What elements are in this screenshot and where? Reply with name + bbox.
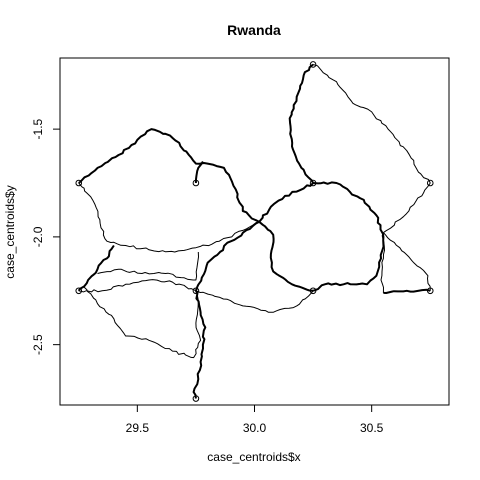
boundary-line-8 — [194, 220, 260, 292]
plot-frame — [59, 57, 450, 406]
boundary-line-2 — [194, 160, 204, 184]
centroid-point-1 — [192, 179, 200, 187]
boundary-line-4 — [97, 251, 199, 281]
boundary-line-16 — [383, 232, 431, 291]
y-tick-label-2: -2.5 — [31, 334, 45, 355]
boundary-line-12 — [312, 181, 385, 292]
boundary-line-6 — [83, 286, 202, 359]
y-axis-label: case_centroids$y — [3, 185, 17, 278]
boundary-line-0 — [78, 128, 260, 223]
centroid-point-3 — [309, 179, 317, 187]
boundary-line-17 — [380, 232, 385, 293]
centroid-point-9 — [192, 395, 200, 402]
y-tick-label-0: -1.5 — [31, 118, 45, 139]
x-axis-label: case_centroids$x — [207, 450, 300, 464]
boundary-line-14 — [312, 64, 431, 184]
boundary-line-10 — [258, 182, 314, 223]
boundary-line-1 — [78, 182, 260, 253]
x-tick-label-0: 29.5 — [126, 421, 150, 435]
boundary-lines — [77, 63, 431, 399]
centroid-point-2 — [309, 61, 317, 68]
boundary-line-15 — [383, 182, 431, 234]
x-tick-label-2: 30.5 — [360, 421, 384, 435]
centroid-point-6 — [192, 287, 200, 295]
y-tick-label-1: -2.0 — [31, 226, 45, 247]
centroid-point-8 — [426, 287, 434, 295]
boundary-line-3 — [77, 244, 115, 292]
centroid-point-5 — [75, 287, 83, 295]
x-tick-label-1: 30.0 — [243, 421, 267, 435]
chart-title: Rwanda — [227, 22, 281, 38]
centroid-point-7 — [309, 287, 317, 295]
boundary-line-13 — [288, 63, 314, 184]
boundary-line-18 — [383, 288, 431, 294]
y-axis: -1.5 -2.0 -2.5 — [31, 118, 61, 355]
centroid-points — [75, 61, 434, 402]
centroid-point-4 — [426, 179, 434, 187]
x-axis: 29.5 30.0 30.5 — [126, 404, 384, 435]
boundary-line-11 — [258, 221, 314, 292]
boundary-line-5 — [78, 279, 197, 293]
boundary-line-9 — [195, 290, 314, 313]
boundary-line-7 — [192, 290, 207, 399]
centroid-point-0 — [75, 179, 83, 187]
